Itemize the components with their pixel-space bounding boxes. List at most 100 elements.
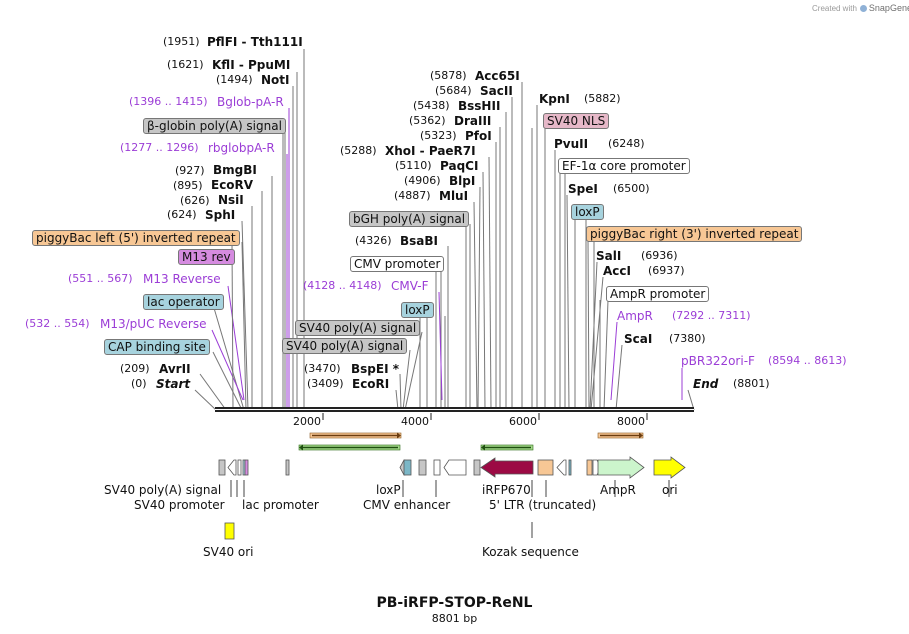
ecorv-position: (895) [173, 179, 203, 192]
pbr322ori-primer[interactable]: pBR322ori-F [681, 354, 755, 368]
blpi-site[interactable]: BlpI [449, 174, 476, 188]
sacii-position: (5684) [435, 84, 472, 97]
rbglob-primer[interactable]: rbglobpA-R [208, 141, 275, 155]
axis-label-8000: 8000 [617, 415, 645, 428]
lac-operator-feature[interactable]: lac operator [143, 294, 224, 310]
cmv-promoter-feature[interactable]: CMV promoter [350, 256, 445, 272]
irfp670-feature [480, 457, 534, 478]
pfoi-site[interactable]: PfoI [465, 129, 492, 143]
bglob-primer[interactable]: Bglob-pA-R [217, 95, 284, 109]
irfp670-label[interactable]: iRFP670 [482, 483, 531, 497]
ampr-primer[interactable]: AmpR [617, 309, 653, 323]
start-marker[interactable]: Start [156, 377, 191, 391]
site-leader-lines [194, 49, 695, 411]
mlui-site[interactable]: MluI [439, 189, 469, 203]
plasmid-length: 8801 bp [431, 612, 478, 625]
paqci-site[interactable]: PaqCI [440, 159, 479, 173]
sali-site[interactable]: SalI [596, 249, 622, 263]
scai-position: (7380) [669, 332, 706, 345]
sphi-position: (624) [167, 208, 197, 221]
loxp-feature-1[interactable]: loxP [401, 302, 434, 318]
cmv-enhancer-label[interactable]: CMV enhancer [363, 498, 451, 512]
bmgbi-position: (927) [175, 164, 205, 177]
acci-position: (6937) [648, 264, 685, 277]
ltr-feature [537, 459, 554, 476]
sacii-site[interactable]: SacII [480, 84, 513, 98]
bspei-site[interactable]: BspEI * [351, 362, 399, 376]
noti-site[interactable]: NotI [261, 73, 290, 87]
kfli-position: (1621) [167, 58, 204, 71]
end-marker[interactable]: End [693, 377, 719, 391]
bmgbi-site[interactable]: BmgBI [213, 163, 257, 177]
rbglob-primer-position: (1277 .. 1296) [120, 141, 199, 154]
ampr-label[interactable]: AmpR [600, 483, 636, 497]
ori-feature [653, 456, 686, 479]
bsabi-position: (4326) [355, 234, 392, 247]
snapgene-credit: Created with SnapGene [812, 3, 909, 13]
piggybac-right-feature[interactable]: piggyBac right (3') inverted repeat [586, 226, 803, 242]
m13-reverse-primer[interactable]: M13 Reverse [143, 272, 221, 286]
bspei-position: (3470) [304, 362, 341, 375]
bsshii-position: (5438) [413, 99, 450, 112]
sv40-nls-feature[interactable]: SV40 NLS [543, 113, 610, 129]
axis-label-4000: 4000 [401, 415, 429, 428]
avrii-site[interactable]: AvrII [159, 362, 191, 376]
loxp-feature [403, 459, 412, 476]
cap-binding-site-feature[interactable]: CAP binding site [104, 339, 210, 355]
ampr-promoter-feature[interactable]: AmpR promoter [606, 286, 710, 302]
kfli-site[interactable]: KflI - PpuMI [212, 58, 291, 72]
sphi-site[interactable]: SphI [205, 208, 236, 222]
orf-orange-2 [597, 432, 644, 439]
pvuii-site[interactable]: PvuII [554, 137, 589, 151]
ori-label[interactable]: ori [662, 483, 678, 497]
m13-puc-primer[interactable]: M13/pUC Reverse [100, 317, 207, 331]
sv40-ori-label[interactable]: SV40 ori [203, 545, 254, 559]
scai-site[interactable]: ScaI [624, 332, 653, 346]
cmvf-position: (4128 .. 4148) [303, 279, 382, 292]
primer-leader-lines [211, 108, 683, 410]
piggybac-left-feature[interactable]: piggyBac left (5') inverted repeat [32, 230, 240, 246]
lac-promoter-label[interactable]: lac promoter [242, 498, 319, 512]
spei-position: (6500) [613, 182, 650, 195]
acci-site[interactable]: AccI [603, 264, 631, 278]
xhoi-site[interactable]: XhoI - PaeR7I [385, 144, 476, 158]
ltr-label[interactable]: 5' LTR (truncated) [489, 498, 597, 512]
loxp-feature-2[interactable]: loxP [571, 204, 604, 220]
nsii-position: (626) [180, 194, 210, 207]
cmvf-primer[interactable]: CMV-F [391, 279, 429, 293]
avrii-position: (209) [120, 362, 150, 375]
m13-reverse-position: (551 .. 567) [68, 272, 133, 285]
m13-rev-feature[interactable]: M13 rev [178, 249, 235, 265]
m13-puc-position: (532 .. 554) [25, 317, 90, 330]
nsii-site[interactable]: NsiI [218, 193, 244, 207]
ecorv-site[interactable]: EcoRV [211, 178, 254, 192]
feature-leader-lines [231, 128, 601, 411]
loxp-label[interactable]: loxP [376, 483, 401, 497]
pflfi-site[interactable]: PflFI - Tth111I [207, 35, 303, 49]
plasmid-title: PB-iRFP-STOP-ReNL [376, 595, 533, 611]
ef1a-promoter-feature[interactable]: EF-1α core promoter [558, 158, 690, 174]
kozak-label[interactable]: Kozak sequence [482, 545, 579, 559]
sv40-promoter-label[interactable]: SV40 promoter [134, 498, 225, 512]
sv40-polya-feature-1[interactable]: SV40 poly(A) signal [295, 320, 421, 336]
axis-label-2000: 2000 [293, 415, 321, 428]
bsshii-site[interactable]: BssHII [458, 99, 501, 113]
pflfi-position: (1951) [163, 35, 200, 48]
feature-label-ticks [230, 480, 670, 538]
bgh-polya-feature[interactable]: bGH poly(A) signal [349, 211, 470, 227]
feature-track [218, 456, 686, 479]
ecori-site[interactable]: EcoRI [352, 377, 390, 391]
pfoi-position: (5323) [420, 129, 457, 142]
beta-globin-polya-feature[interactable]: β-globin poly(A) signal [143, 118, 286, 134]
bsabi-site[interactable]: BsaBI [400, 234, 438, 248]
draiii-site[interactable]: DraIII [454, 114, 492, 128]
acc65i-site[interactable]: Acc65I [475, 69, 520, 83]
kpni-site[interactable]: KpnI [539, 92, 570, 106]
sali-position: (6936) [641, 249, 678, 262]
sv40-polya-label[interactable]: SV40 poly(A) signal [104, 483, 222, 497]
sv40-polya-feature [218, 459, 226, 476]
xhoi-position: (5288) [340, 144, 377, 157]
sv40-polya-feature-2[interactable]: SV40 poly(A) signal [282, 338, 408, 354]
spei-site[interactable]: SpeI [568, 182, 598, 196]
start-position: (0) [131, 377, 147, 390]
